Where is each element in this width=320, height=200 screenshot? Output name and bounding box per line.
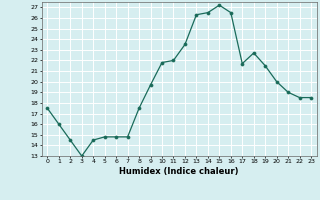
X-axis label: Humidex (Indice chaleur): Humidex (Indice chaleur) bbox=[119, 167, 239, 176]
